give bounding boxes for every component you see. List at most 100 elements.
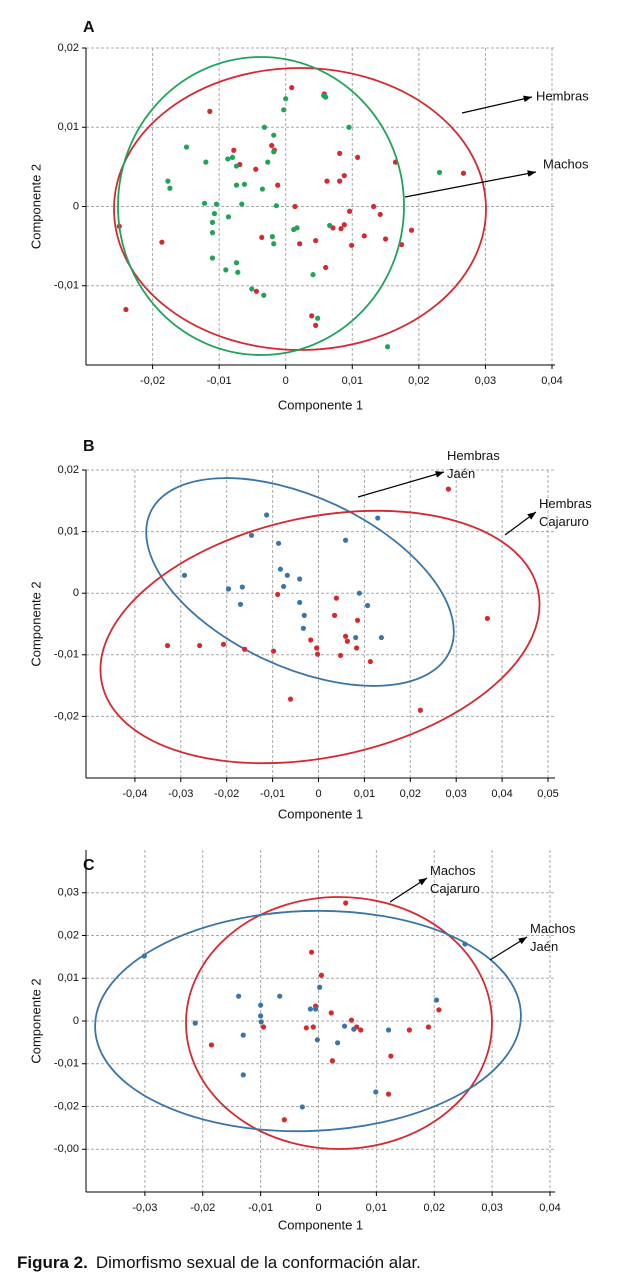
point <box>324 178 330 184</box>
point <box>213 201 220 207</box>
point <box>289 85 295 91</box>
point <box>275 182 281 188</box>
point <box>365 602 371 609</box>
point <box>314 645 320 651</box>
point <box>343 900 349 906</box>
point <box>342 537 349 543</box>
series-label: Hembras Jaén <box>447 448 500 481</box>
point <box>314 651 321 657</box>
point <box>181 572 188 578</box>
x-tick-label: -0,02 <box>190 1202 215 1214</box>
panel-letter: A <box>83 19 95 36</box>
point <box>436 1007 442 1013</box>
point <box>310 272 316 278</box>
point <box>310 1024 316 1030</box>
point <box>354 617 361 623</box>
point <box>258 1002 264 1008</box>
point <box>209 255 216 261</box>
point <box>273 203 279 209</box>
x-tick-label: 0 <box>315 788 321 800</box>
point <box>297 599 303 606</box>
point <box>225 156 231 162</box>
annotation-arrow <box>461 95 533 114</box>
point <box>239 584 245 590</box>
point <box>370 203 377 210</box>
point <box>291 226 297 233</box>
point <box>281 583 287 590</box>
x-tick-label: 0,03 <box>481 1202 502 1214</box>
annotation-arrow <box>357 471 445 498</box>
point <box>259 234 265 241</box>
point <box>201 200 208 206</box>
point <box>249 286 255 292</box>
point <box>284 572 290 578</box>
x-tick-label: -0,04 <box>122 788 147 800</box>
panel-letter: C <box>83 857 95 874</box>
point <box>260 1024 267 1030</box>
point <box>408 227 415 233</box>
point <box>329 1058 335 1064</box>
point <box>258 1019 264 1025</box>
y-tick-label: 0,02 <box>58 42 79 54</box>
point <box>333 595 340 601</box>
point <box>344 638 351 644</box>
confidence-ellipse <box>113 67 487 351</box>
point <box>123 306 129 313</box>
point <box>385 1027 392 1033</box>
series-label-line: Jaén <box>530 939 558 954</box>
y-axis-title: Componente 2 <box>28 581 43 666</box>
point <box>307 1006 313 1012</box>
point <box>318 972 324 978</box>
y-tick-label: -0,02 <box>54 710 79 722</box>
point <box>229 154 236 160</box>
x-tick-label: -0,02 <box>214 788 239 800</box>
point <box>225 586 232 592</box>
point <box>208 1042 215 1048</box>
point <box>346 124 352 130</box>
point <box>342 633 349 639</box>
point <box>338 226 344 232</box>
point <box>353 634 359 641</box>
point <box>271 149 277 155</box>
point <box>315 315 321 321</box>
point <box>233 260 240 266</box>
point <box>209 230 216 236</box>
x-tick-label: -0,01 <box>248 1202 273 1214</box>
point <box>349 242 355 248</box>
x-tick-label: 0,01 <box>354 788 375 800</box>
point <box>351 1026 357 1032</box>
y-axis-title: Componente 2 <box>28 164 43 249</box>
series-label: Hembras Cajaruro <box>539 496 592 529</box>
point <box>167 185 173 191</box>
point <box>337 150 343 157</box>
point <box>277 566 284 572</box>
point <box>292 203 298 210</box>
point <box>183 144 190 150</box>
point <box>275 540 282 546</box>
annotation-arrow <box>504 511 537 536</box>
x-tick-label: -0,03 <box>168 788 193 800</box>
x-tick-label: 0,05 <box>537 788 558 800</box>
x-tick-label: 0,02 <box>400 788 421 800</box>
point <box>417 707 423 713</box>
point <box>348 1017 355 1023</box>
point <box>287 696 294 702</box>
point <box>303 1025 309 1031</box>
point <box>462 941 468 947</box>
point <box>375 515 381 521</box>
x-tick-label: -0,03 <box>132 1202 157 1214</box>
point <box>297 576 303 582</box>
annotation-arrow <box>404 170 537 198</box>
point <box>233 163 240 169</box>
point <box>240 1072 246 1078</box>
point <box>241 181 248 187</box>
point <box>264 512 270 518</box>
confidence-ellipse <box>94 909 522 1133</box>
point <box>270 648 277 654</box>
y-tick-label: -0,01 <box>54 280 79 292</box>
point <box>203 159 209 165</box>
point <box>425 1024 432 1030</box>
point <box>337 178 343 184</box>
point <box>225 214 232 220</box>
point <box>406 1027 412 1033</box>
